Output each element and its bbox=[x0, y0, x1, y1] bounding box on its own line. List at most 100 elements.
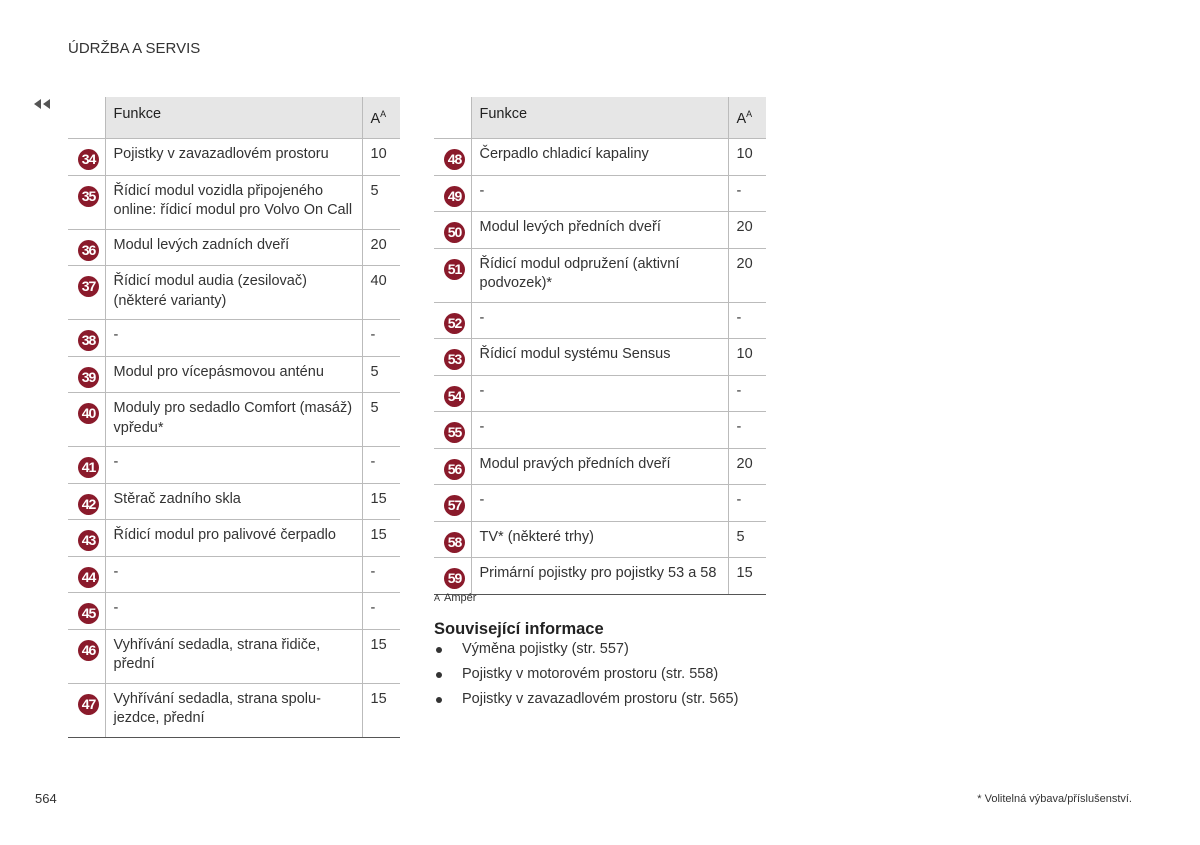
number-cell: 58 bbox=[434, 521, 471, 559]
header-cell: AA bbox=[361, 97, 400, 140]
fuse-badge: 59 bbox=[444, 568, 465, 590]
function-cell: Řídicí modul odpružení (aktivní podvozek… bbox=[470, 248, 728, 303]
table-row: 34 Pojistky v zavazadlovém prostoru 10 bbox=[68, 138, 400, 176]
header-amps: A bbox=[736, 110, 747, 127]
function-cell: - bbox=[470, 175, 728, 213]
table-row: 55- - bbox=[434, 411, 766, 449]
number-cell: 49 bbox=[434, 175, 471, 213]
table-row: 43 Řídicí modul pro palivové čerpadlo 15 bbox=[68, 519, 400, 557]
fuse-badge: 46 bbox=[78, 639, 99, 661]
fuse-badge: 38 bbox=[78, 330, 99, 352]
number-cell: 42 bbox=[68, 483, 105, 521]
table-row: 38- - bbox=[68, 319, 400, 357]
table-row: 59 Primární pojistky pro pojistky 53 a 58… bbox=[434, 557, 766, 595]
amps-cell: - bbox=[361, 446, 400, 484]
header-row: Funkce AA bbox=[434, 97, 766, 140]
amps-cell: 40 bbox=[361, 265, 400, 321]
amps-cell: 15 bbox=[727, 557, 766, 595]
table-row: 49- - bbox=[434, 175, 766, 213]
number-cell: 50 bbox=[434, 211, 471, 249]
amps-cell: 20 bbox=[727, 448, 766, 486]
related-item: Pojistky v motorovém prostoru (str. 558) bbox=[434, 666, 794, 691]
number-cell: 52 bbox=[434, 302, 471, 340]
header-cell: AA bbox=[727, 97, 766, 140]
table-row: 56 Modul pravých předních dveří 20 bbox=[434, 448, 766, 486]
amps-cell: 20 bbox=[727, 248, 766, 303]
function-cell: - bbox=[470, 411, 728, 449]
number-cell: 48 bbox=[434, 138, 471, 176]
function-cell: - bbox=[470, 484, 728, 522]
function-cell: TV* (některé trhy) bbox=[470, 521, 728, 559]
function-cell: Pojistky v zavazadlovém prostoru bbox=[104, 138, 362, 176]
number-cell: 55 bbox=[434, 411, 471, 449]
function-cell: Čerpadlo chladicí kapaliny bbox=[470, 138, 728, 176]
function-cell: Modul pro vícepásmovou anténu bbox=[104, 356, 362, 394]
table-row: 44- - bbox=[68, 556, 400, 594]
related-item: Pojistky v zavazadlovém prostoru (str. 5… bbox=[434, 691, 794, 716]
header-row: Funkce AA bbox=[68, 97, 400, 140]
number-cell: 47 bbox=[68, 683, 105, 738]
related-item: Výměna pojistky (str. 557) bbox=[434, 641, 794, 666]
function-cell: Vyhřívání sedadla, strana řidiče, přední bbox=[104, 629, 362, 684]
function-cell: Modul levých předních dveří bbox=[470, 211, 728, 249]
function-cell: - bbox=[104, 556, 362, 594]
amps-cell: - bbox=[727, 375, 766, 413]
function-cell: Řídicí modul pro palivové čerpadlo bbox=[104, 519, 362, 557]
function-cell: Modul levých zadních dveří bbox=[104, 229, 362, 267]
fuse-badge: 36 bbox=[78, 239, 99, 261]
number-cell: 44 bbox=[68, 556, 105, 594]
function-cell: Vyhřívání sedadla, strana spolu-jezdce, … bbox=[104, 683, 362, 738]
table-row: 36 Modul levých zadních dveří 20 bbox=[68, 229, 400, 267]
table-row: 40 Moduly pro sedadlo Comfort (masáž) vpř… bbox=[68, 392, 400, 448]
number-cell: 54 bbox=[434, 375, 471, 413]
amps-cell: 15 bbox=[361, 683, 400, 738]
fuse-badge: 42 bbox=[78, 493, 99, 515]
fuse-badge: 50 bbox=[444, 222, 465, 244]
function-cell: - bbox=[470, 375, 728, 413]
fuse-badge: 41 bbox=[78, 457, 99, 479]
fuse-badge: 47 bbox=[78, 693, 99, 715]
fuse-badge: 37 bbox=[78, 276, 99, 298]
table-row: 35 Řídicí modul vozidla připojeného onlin… bbox=[68, 175, 400, 230]
amps-cell: 20 bbox=[361, 229, 400, 267]
fuse-badge: 40 bbox=[78, 403, 99, 425]
table-row: 51 Řídicí modul odpružení (aktivní podvoz… bbox=[434, 248, 766, 303]
table-row: 54- - bbox=[434, 375, 766, 413]
amps-cell: 20 bbox=[727, 211, 766, 249]
fuse-badge: 51 bbox=[444, 258, 465, 280]
number-cell: 45 bbox=[68, 592, 105, 630]
footnote: A Ampér bbox=[434, 592, 476, 604]
function-cell: - bbox=[470, 302, 728, 340]
fuse-table: Funkce AA 48 Čerpadlo chladicí kapaliny 10 49… bbox=[434, 97, 766, 595]
amps-cell: - bbox=[361, 319, 400, 357]
table-row: 39 Modul pro vícepásmovou anténu 5 bbox=[68, 356, 400, 394]
header-cell: Funkce bbox=[470, 97, 728, 140]
header-amps-note: A bbox=[380, 109, 387, 119]
fuse-badge: 39 bbox=[78, 366, 99, 388]
number-cell: 37 bbox=[68, 265, 105, 321]
table-container: Funkce AA 34 Pojistky v zavazadlovém prosto… bbox=[68, 97, 400, 738]
amps-cell: - bbox=[727, 411, 766, 449]
back-icon bbox=[34, 99, 50, 109]
related-title: Související informace bbox=[434, 620, 604, 638]
fuse-badge: 44 bbox=[78, 566, 99, 588]
amps-cell: - bbox=[727, 175, 766, 213]
number-cell: 53 bbox=[434, 338, 471, 376]
footer-note: * Volitelná výbava/příslušenství. bbox=[977, 793, 1132, 805]
amps-cell: - bbox=[361, 556, 400, 594]
page-number: 564 bbox=[35, 791, 57, 806]
fuse-badge: 56 bbox=[444, 458, 465, 480]
number-cell: 57 bbox=[434, 484, 471, 522]
fuse-badge: 43 bbox=[78, 530, 99, 552]
table-row: 52- - bbox=[434, 302, 766, 340]
function-cell: Řídicí modul audia (zesilovač) (některé … bbox=[104, 265, 362, 321]
fuse-badge: 48 bbox=[444, 149, 465, 171]
number-cell: 41 bbox=[68, 446, 105, 484]
fuse-badge: 35 bbox=[78, 185, 99, 207]
amps-cell: 5 bbox=[361, 392, 400, 448]
number-cell: 40 bbox=[68, 392, 105, 448]
amps-cell: 10 bbox=[361, 138, 400, 176]
fuse-badge: 58 bbox=[444, 531, 465, 553]
fuse-badge: 52 bbox=[444, 312, 465, 334]
